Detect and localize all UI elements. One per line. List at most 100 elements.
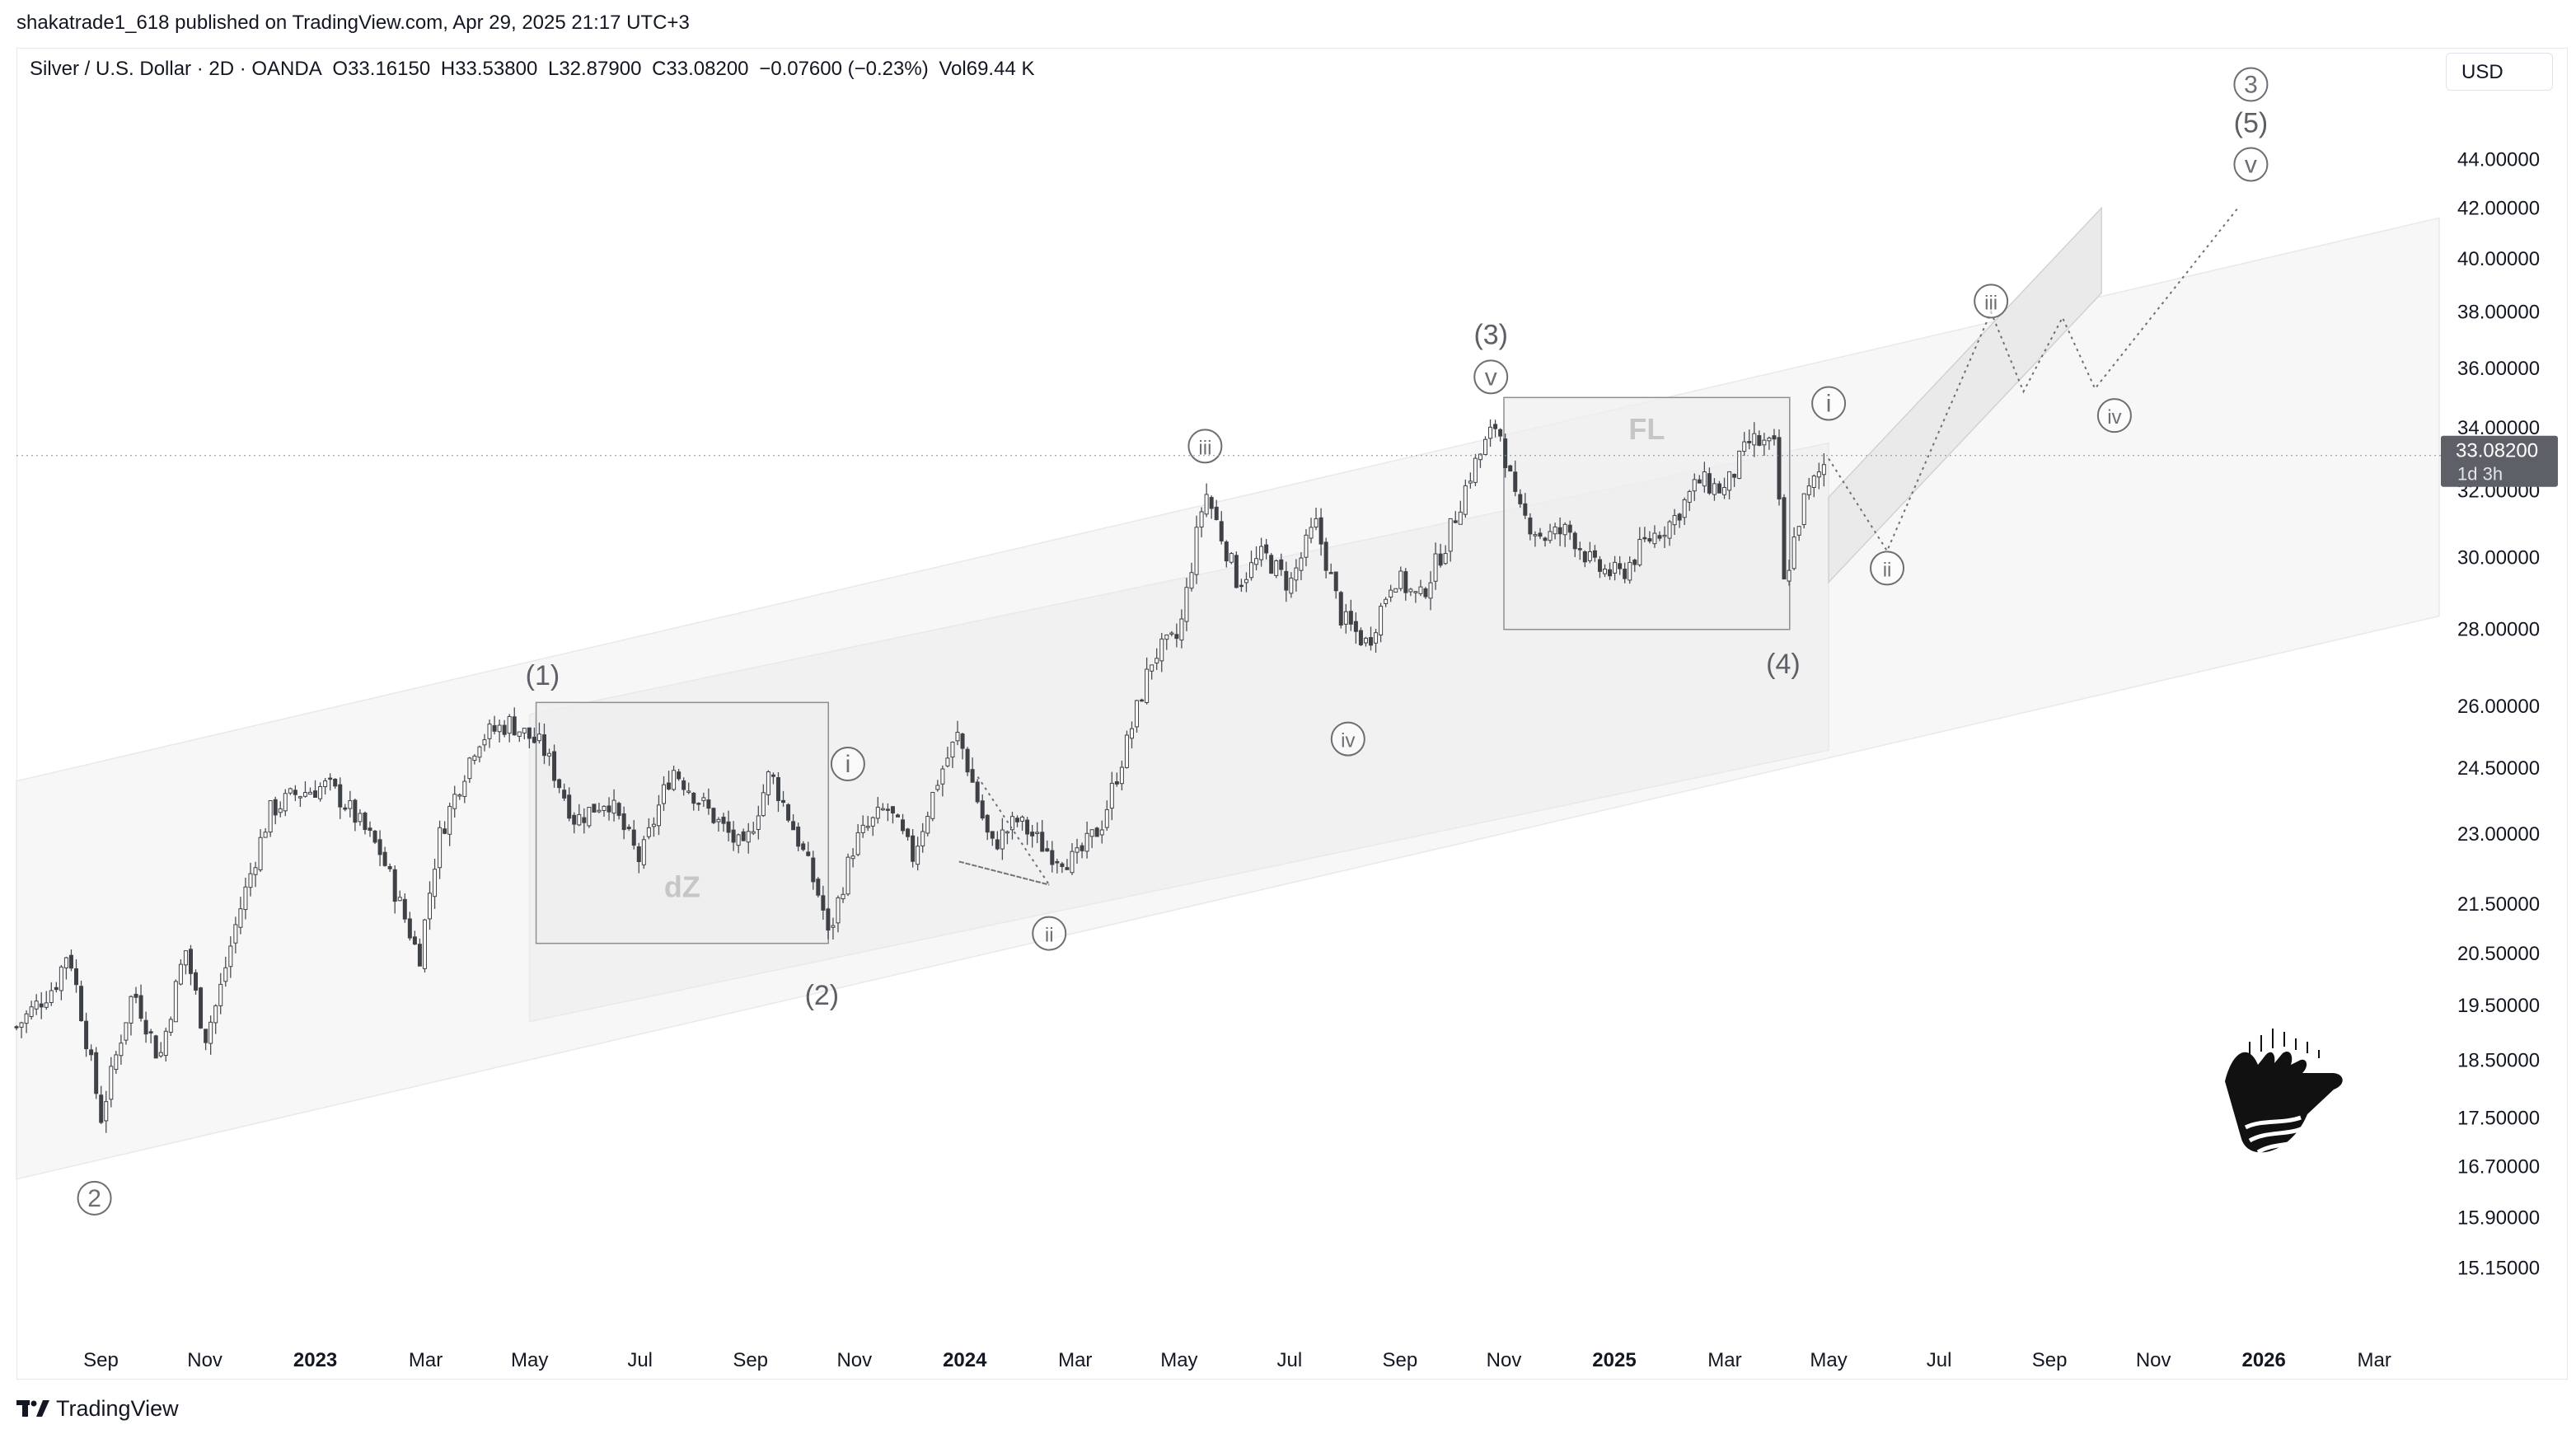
candle-body-down bbox=[1219, 521, 1224, 541]
candle bbox=[1045, 840, 1050, 852]
candle bbox=[1015, 815, 1020, 827]
candle-body-up bbox=[1229, 553, 1234, 563]
candle bbox=[1458, 500, 1463, 525]
candle bbox=[766, 770, 770, 805]
candle bbox=[885, 803, 890, 822]
candle bbox=[1369, 626, 1374, 651]
candle bbox=[1224, 540, 1229, 568]
candle bbox=[1089, 829, 1094, 849]
candle-body-down bbox=[1513, 471, 1518, 492]
candle bbox=[183, 950, 188, 975]
candle-body-up bbox=[756, 815, 761, 830]
x-tick-label: Nov bbox=[836, 1349, 872, 1371]
tradingview-brand[interactable]: TradingView bbox=[16, 1396, 179, 1422]
candle bbox=[895, 813, 900, 818]
candle bbox=[1772, 429, 1777, 446]
candle bbox=[990, 831, 995, 846]
candle-body-up bbox=[1155, 658, 1159, 664]
candle bbox=[1000, 818, 1005, 860]
x-tick-label: Sep bbox=[733, 1349, 768, 1371]
candle-body-down bbox=[990, 831, 995, 839]
candle-body-down bbox=[885, 808, 890, 811]
candle bbox=[930, 791, 935, 822]
x-tick-label: Jul bbox=[1277, 1349, 1303, 1371]
candle-body-up bbox=[19, 1022, 24, 1028]
candle bbox=[1513, 460, 1518, 497]
candle bbox=[1592, 545, 1597, 562]
candle-body-up bbox=[288, 788, 293, 794]
candle-body-down bbox=[781, 799, 786, 804]
candle bbox=[24, 1010, 29, 1033]
candle-body-down bbox=[1114, 781, 1119, 785]
candle-body-up bbox=[1801, 493, 1806, 526]
y-tick-label: 16.70000 bbox=[2457, 1155, 2540, 1178]
candle-body-down bbox=[621, 813, 626, 831]
candle bbox=[781, 790, 786, 807]
candle bbox=[94, 1047, 99, 1099]
candle bbox=[1557, 517, 1562, 546]
candle-body-up bbox=[1613, 561, 1618, 574]
candle bbox=[422, 918, 427, 972]
candle bbox=[1677, 513, 1682, 528]
candle-body-up bbox=[831, 925, 836, 928]
candle bbox=[1333, 571, 1338, 599]
candle bbox=[1667, 519, 1672, 546]
candle bbox=[1055, 858, 1060, 874]
candle bbox=[836, 895, 841, 933]
candle-body-up bbox=[920, 831, 925, 846]
wave-label-circle-v bbox=[2233, 147, 2269, 182]
legend-close: C33.08200 bbox=[652, 58, 749, 80]
candle-body-up bbox=[477, 746, 482, 758]
candle bbox=[880, 803, 885, 811]
candle bbox=[1005, 830, 1009, 845]
candle bbox=[1374, 629, 1379, 653]
candle-body-down bbox=[1657, 535, 1662, 539]
candle-body-up bbox=[845, 856, 850, 895]
candle-body-up bbox=[1119, 766, 1124, 785]
candle bbox=[716, 817, 721, 832]
candle bbox=[582, 808, 587, 834]
box-FL[interactable] bbox=[1503, 396, 1791, 630]
candle-body-up bbox=[1294, 567, 1299, 581]
candle bbox=[507, 714, 512, 743]
candle-body-up bbox=[1548, 531, 1553, 541]
candle-body-up bbox=[1767, 438, 1772, 442]
candle-body-down bbox=[616, 803, 621, 816]
candle-body-up bbox=[1662, 534, 1667, 537]
candle-body-down bbox=[532, 736, 536, 743]
candle bbox=[353, 798, 358, 832]
candle bbox=[1787, 560, 1791, 586]
candle-body-up bbox=[243, 886, 248, 911]
candle bbox=[1722, 477, 1727, 499]
candle-body-up bbox=[1443, 553, 1448, 565]
candle-body-down bbox=[1333, 571, 1338, 592]
candle bbox=[1448, 518, 1453, 562]
last-price-tag[interactable] bbox=[2441, 435, 2558, 487]
candle-body-down bbox=[636, 846, 641, 863]
candle-body-down bbox=[1338, 592, 1343, 626]
legend-symbol[interactable]: Silver / U.S. Dollar · 2D · OANDA bbox=[30, 58, 322, 80]
candle bbox=[447, 802, 452, 846]
candle bbox=[865, 815, 870, 832]
candle bbox=[168, 1016, 173, 1036]
currency-button[interactable]: USD bbox=[2446, 53, 2553, 91]
x-tick-label: May bbox=[511, 1349, 548, 1371]
candle bbox=[1548, 523, 1553, 544]
candle-body-down bbox=[1065, 867, 1070, 870]
candle-body-up bbox=[1787, 569, 1791, 582]
candle bbox=[1348, 599, 1353, 631]
candle-body-up bbox=[1796, 526, 1801, 536]
candle-body-up bbox=[178, 963, 183, 985]
candle-body-up bbox=[283, 793, 288, 812]
candle-body-up bbox=[1692, 479, 1697, 492]
candle bbox=[228, 936, 233, 978]
candle bbox=[34, 994, 39, 1015]
candle-body-down bbox=[1592, 550, 1597, 558]
candle bbox=[84, 1012, 89, 1057]
candle bbox=[1214, 499, 1219, 521]
candle-body-up bbox=[1408, 588, 1413, 593]
candle bbox=[348, 790, 353, 818]
candle-body-up bbox=[1020, 816, 1025, 822]
tradingview-logo-icon bbox=[16, 1399, 49, 1417]
